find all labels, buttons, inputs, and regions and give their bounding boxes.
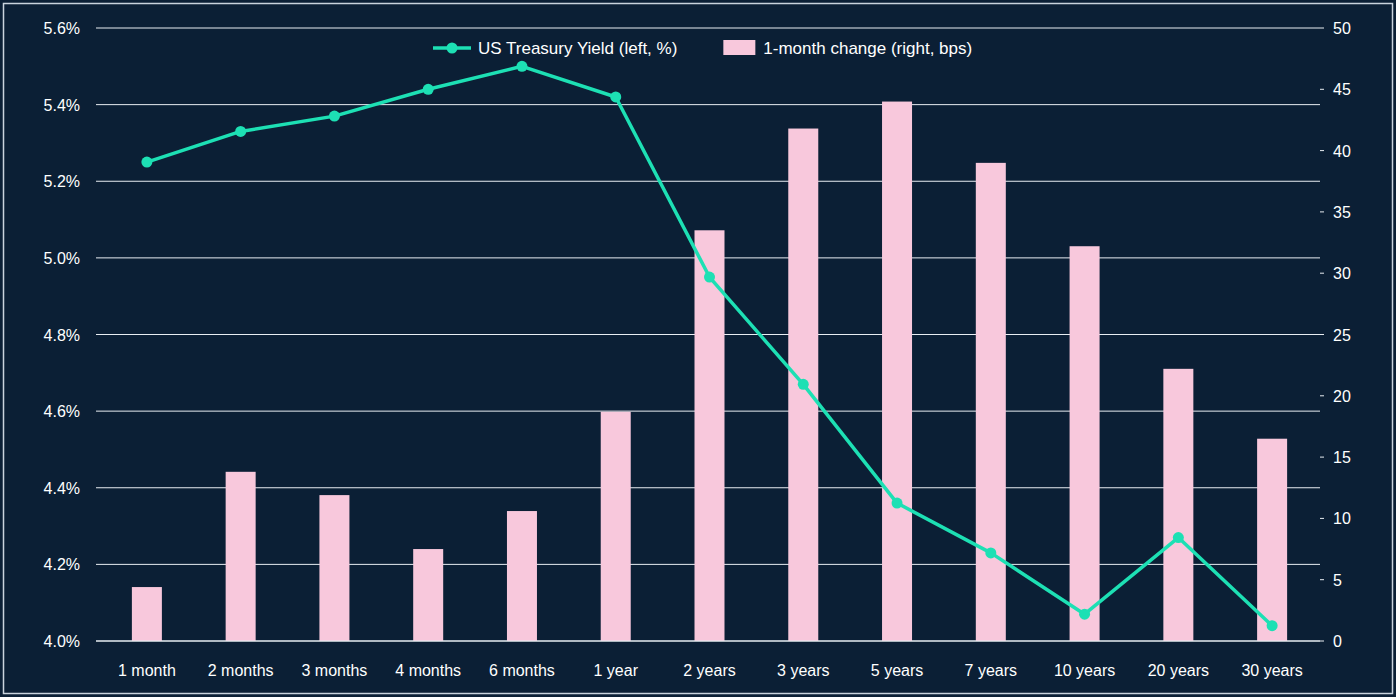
x-tick-label: 4 months	[395, 662, 461, 679]
x-tick-label: 1 month	[118, 662, 176, 679]
y-tick-label: 4.0%	[44, 633, 80, 650]
x-tick-label: 20 years	[1148, 662, 1209, 679]
y-tick-label: 5.2%	[44, 173, 80, 190]
plot-marks	[132, 61, 1287, 641]
y-tick-label: 4.4%	[44, 480, 80, 497]
y2-tick	[1320, 273, 1324, 274]
legend-label: 1-month change (right, bps)	[763, 39, 972, 58]
y2-tick-label: 20	[1333, 388, 1351, 405]
line-marker	[141, 157, 152, 168]
bar	[132, 587, 162, 641]
y-tick-label: 4.6%	[44, 403, 80, 420]
y2-tick-label: 5	[1333, 572, 1342, 589]
legend-label: US Treasury Yield (left, %)	[478, 39, 677, 58]
y2-tick	[1320, 211, 1324, 212]
y2-tick-label: 15	[1333, 449, 1351, 466]
grid-line	[96, 28, 1320, 29]
line-marker	[516, 61, 527, 72]
x-tick-label: 1 year	[593, 662, 638, 679]
line-marker	[423, 84, 434, 95]
y2-tick	[1320, 28, 1324, 29]
y-tick-label: 5.4%	[44, 97, 80, 114]
y2-tick	[1320, 150, 1324, 151]
y2-tick	[1320, 641, 1324, 642]
y2-tick-label: 45	[1333, 81, 1351, 98]
bar	[788, 129, 818, 641]
line-marker	[610, 91, 621, 102]
y-tick-label: 4.2%	[44, 556, 80, 573]
bar	[413, 549, 443, 641]
bar	[1163, 369, 1193, 641]
x-tick-label: 6 months	[489, 662, 555, 679]
x-tick-label: 7 years	[965, 662, 1017, 679]
grid-line	[96, 104, 1320, 105]
bar	[601, 412, 631, 641]
line-marker	[235, 126, 246, 137]
bar	[976, 163, 1006, 641]
y2-tick	[1320, 89, 1324, 90]
line-marker	[985, 547, 996, 558]
x-tick-label: 2 years	[683, 662, 735, 679]
x-tick-label: 2 months	[208, 662, 274, 679]
bar	[226, 472, 256, 641]
y2-tick-label: 10	[1333, 510, 1351, 527]
y-tick-label: 5.6%	[44, 20, 80, 37]
bar	[695, 230, 725, 641]
bar	[507, 511, 537, 641]
y2-tick	[1320, 457, 1324, 458]
x-tick-label: 10 years	[1054, 662, 1115, 679]
line-marker	[1267, 620, 1278, 631]
x-tick-label: 5 years	[871, 662, 923, 679]
x-tick-label: 3 years	[777, 662, 829, 679]
line-marker	[1079, 609, 1090, 620]
line-marker	[329, 111, 340, 122]
legend-swatch	[723, 40, 755, 55]
y2-tick	[1320, 395, 1324, 396]
y2-tick-label: 35	[1333, 204, 1351, 221]
line	[147, 66, 1272, 625]
bar	[319, 495, 349, 641]
frame	[4, 4, 1393, 694]
bar	[1257, 439, 1287, 641]
y2-tick	[1320, 518, 1324, 519]
x-tick-label: 3 months	[302, 662, 368, 679]
background	[0, 0, 1396, 697]
line-marker	[892, 498, 903, 509]
y2-tick-label: 25	[1333, 327, 1351, 344]
y2-tick-label: 50	[1333, 20, 1351, 37]
line-marker	[798, 379, 809, 390]
legend-marker	[447, 43, 458, 54]
y-tick-label: 4.8%	[44, 327, 80, 344]
y2-tick-label: 30	[1333, 265, 1351, 282]
y2-tick-label: 40	[1333, 143, 1351, 160]
y2-tick	[1320, 579, 1324, 580]
y2-tick	[1320, 334, 1324, 335]
chart: 4.0% 4.2% 4.4% 4.6% 4.8% 5.0% 5.2% 5.4% 5.6% 0 5 10…	[0, 0, 1396, 697]
legend: US Treasury Yield (left, %) 1-month chang…	[433, 39, 972, 58]
line-marker	[1173, 532, 1184, 543]
bar	[1070, 246, 1100, 641]
y-tick-label: 5.0%	[44, 250, 80, 267]
bar	[882, 102, 912, 641]
x-tick-label: 30 years	[1241, 662, 1302, 679]
line-marker	[704, 272, 715, 283]
grid-line	[96, 641, 1320, 642]
x-axis	[96, 641, 1320, 642]
grid-line	[96, 181, 1320, 182]
y2-tick-label: 0	[1333, 633, 1342, 650]
